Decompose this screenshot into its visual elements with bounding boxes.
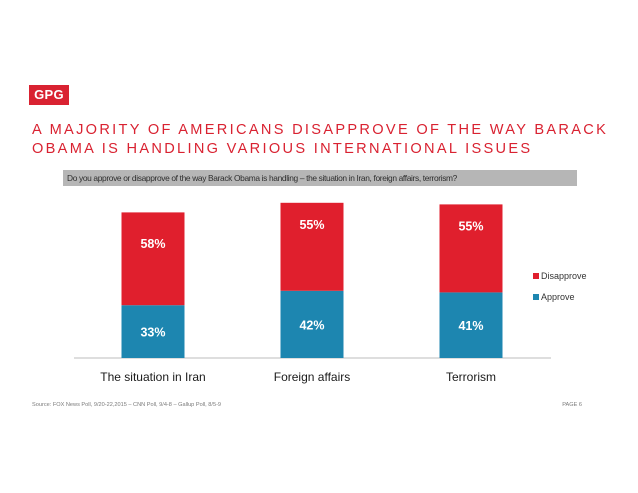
data-label-approve-2: 42%	[299, 318, 324, 332]
x-tick-label-3: Terrorism	[446, 370, 496, 384]
bar-disapprove-2	[280, 202, 344, 291]
legend-label-disapprove: Disapprove	[541, 271, 587, 281]
x-tick-label-2: Foreign affairs	[274, 370, 350, 384]
legend-label-approve: Approve	[541, 292, 575, 302]
bar-approve-3	[439, 292, 503, 358]
survey-question: Do you approve or disapprove of the way …	[63, 170, 577, 186]
data-label-approve-3: 41%	[458, 319, 483, 333]
x-tick-label-1: The situation in Iran	[100, 370, 205, 384]
bar-approve-2	[280, 290, 344, 358]
source-note: Source: FOX News Poll, 9/20-22,2015 – CN…	[32, 402, 222, 408]
gpg-logo: GPG	[29, 85, 69, 105]
data-label-approve-1: 33%	[140, 326, 165, 340]
data-label-disapprove-2: 55%	[299, 218, 324, 232]
data-label-disapprove-1: 58%	[140, 237, 165, 251]
bar-disapprove-1	[121, 212, 185, 306]
bar-disapprove-3	[439, 204, 503, 293]
page-number: PAGE 6	[562, 402, 582, 408]
legend-swatch-disapprove	[533, 273, 539, 279]
legend-swatch-approve	[533, 294, 539, 300]
data-label-disapprove-3: 55%	[458, 219, 483, 233]
bar-approve-1	[121, 305, 185, 358]
slide-title: A MAJORITY OF AMERICANS DISAPPROVE OF TH…	[32, 121, 612, 159]
slide-title-line-1: A MAJORITY OF AMERICANS DISAPPROVE OF TH…	[32, 122, 609, 138]
slide-title-line-2: OBAMA IS HANDLING VARIOUS INTERNATIONAL …	[32, 141, 533, 157]
